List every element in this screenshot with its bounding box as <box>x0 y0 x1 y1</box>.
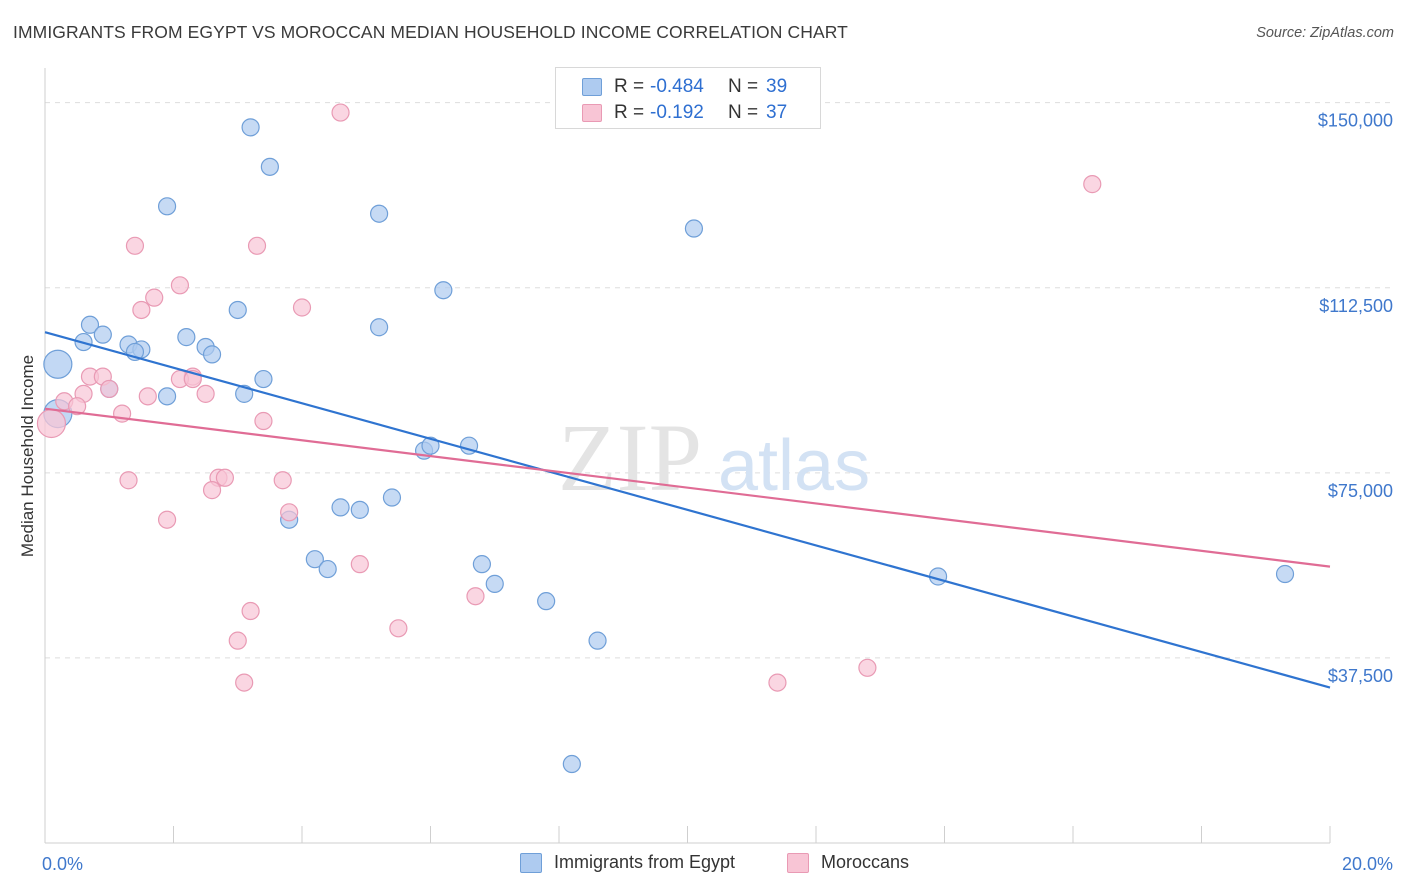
x-tick-label: 0.0% <box>42 854 83 874</box>
egypt-point <box>537 592 556 611</box>
egypt-point <box>260 157 279 176</box>
moroccan-point <box>241 601 260 621</box>
moroccan-swatch <box>582 104 602 122</box>
moroccan-point <box>145 288 164 307</box>
egypt-point <box>305 550 324 569</box>
y-tick-label: $75,000 <box>1328 481 1393 501</box>
moroccan-point <box>273 471 292 490</box>
legend-n-label: N = <box>728 76 759 97</box>
moroccan-point <box>202 481 222 500</box>
correlation-legend: R = -0.484 N = 39 R = -0.192 N = 37 <box>555 67 821 129</box>
moroccan-point <box>235 673 254 692</box>
moroccan-point <box>254 411 273 431</box>
legend-item-moroccans[interactable]: Moroccans <box>787 852 909 873</box>
moroccan-swatch <box>787 852 809 873</box>
y-tick-label: $150,000 <box>1318 111 1393 131</box>
egypt-point <box>241 118 260 137</box>
egypt-swatch <box>582 78 602 96</box>
watermark-atlas: atlas <box>718 426 870 506</box>
moroccan-point <box>100 379 119 399</box>
egypt-point <box>350 500 369 519</box>
egypt-swatch <box>520 852 542 873</box>
egypt-point <box>254 369 273 389</box>
legend-r-value: -0.484 <box>650 76 704 97</box>
moroccan-point <box>247 236 267 255</box>
egypt-point <box>588 631 607 650</box>
egypt-point <box>80 315 100 334</box>
egypt-point <box>93 325 112 344</box>
y-tick-label: $112,500 <box>1319 296 1393 316</box>
legend-item-egypt[interactable]: Immigrants from Egypt <box>520 852 735 873</box>
moroccan-point <box>157 510 177 529</box>
egypt-point <box>43 349 73 379</box>
moroccan-point <box>1083 175 1102 194</box>
moroccan-point <box>858 658 877 677</box>
moroccan-point <box>768 673 787 692</box>
y-axis-label: Median Household Income <box>18 354 37 558</box>
egypt-point <box>434 281 453 300</box>
moroccan-point <box>280 503 299 522</box>
egypt-point <box>382 488 402 507</box>
egypt-point <box>370 204 389 223</box>
tick-labels: $37,500 $75,000 $112,500 $150,000 0.0% 20.0% <box>42 111 1393 874</box>
legend-r-label: R = <box>614 102 645 123</box>
moroccan-point <box>170 276 190 295</box>
chart-title: IMMIGRANTS FROM EGYPT VS MOROCCAN MEDIAN… <box>13 22 848 42</box>
legend-n-value: 37 <box>766 102 788 123</box>
egypt-point <box>235 384 254 403</box>
moroccan-point <box>132 300 151 320</box>
moroccan-point <box>36 408 67 439</box>
moroccan-point <box>350 555 369 574</box>
x-tick-label: 20.0% <box>1342 854 1393 874</box>
moroccan-trend-line <box>44 407 1331 568</box>
legend-r-value: -0.192 <box>650 102 704 123</box>
legend-row-moroccans: R = -0.192 N = 37 <box>582 101 787 125</box>
moroccan-point <box>125 236 145 255</box>
legend-egypt-label: Immigrants from Egypt <box>554 852 736 872</box>
moroccan-point <box>68 397 87 416</box>
egypt-point <box>562 754 581 774</box>
legend-n-label: N = <box>728 102 759 123</box>
egypt-trend-line <box>44 331 1331 689</box>
y-tick-label: $37,500 <box>1328 666 1393 686</box>
moroccan-point <box>228 631 247 650</box>
egypt-point <box>157 387 177 406</box>
moroccan-point <box>119 471 138 490</box>
legend-n-value: 39 <box>766 76 788 97</box>
moroccan-point <box>292 298 312 317</box>
grid-lines <box>45 102 1393 659</box>
watermark: ZIP atlas <box>558 404 870 511</box>
egypt-point <box>421 436 440 455</box>
axes <box>44 68 1331 844</box>
egypt-point <box>370 318 389 337</box>
series-legend: Immigrants from Egypt Moroccans <box>0 852 1406 876</box>
egypt-point <box>1275 564 1295 584</box>
source-label: Source: ZipAtlas.com <box>1256 25 1394 41</box>
moroccan-point <box>331 103 350 122</box>
legend-r-label: R = <box>614 76 645 97</box>
legend-row-egypt: R = -0.484 N = 39 <box>582 75 787 99</box>
egypt-point <box>472 555 491 574</box>
moroccan-point <box>466 587 485 606</box>
moroccan-point <box>215 468 234 487</box>
egypt-point <box>202 345 222 364</box>
egypt-point <box>331 498 350 517</box>
data-points <box>36 103 1295 774</box>
legend-moroccans-label: Moroccans <box>821 852 910 872</box>
egypt-point <box>684 219 704 238</box>
egypt-point <box>318 559 337 579</box>
moroccan-point <box>138 387 157 406</box>
egypt-point <box>485 574 504 593</box>
moroccan-point <box>389 619 408 638</box>
egypt-point <box>157 197 177 216</box>
egypt-point <box>177 328 196 347</box>
trend-lines <box>44 331 1331 689</box>
egypt-point <box>228 300 247 320</box>
moroccan-point <box>196 384 215 403</box>
